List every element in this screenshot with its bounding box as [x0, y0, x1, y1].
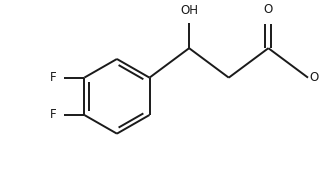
- Text: O: O: [264, 3, 273, 16]
- Text: F: F: [50, 108, 57, 122]
- Text: O: O: [309, 71, 318, 84]
- Text: OH: OH: [180, 4, 198, 17]
- Text: F: F: [50, 71, 57, 84]
